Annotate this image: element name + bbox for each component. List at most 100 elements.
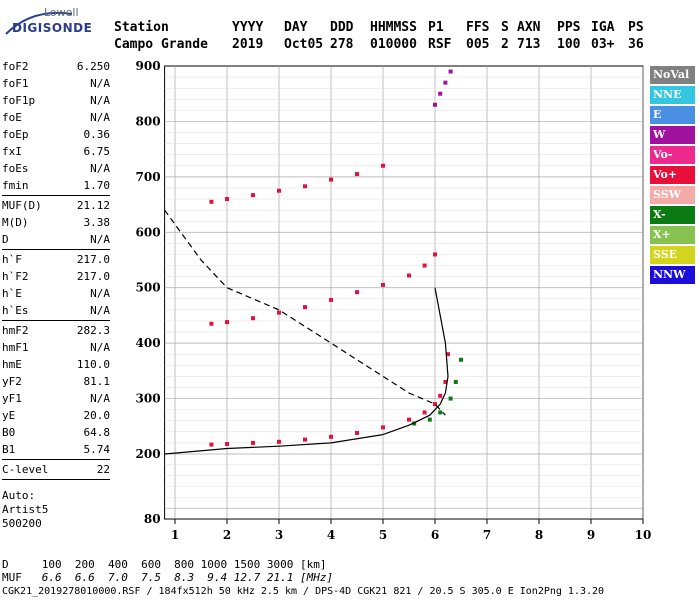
parameter-panel: foF2 6.250 foF1 N/A foF1p N/A foE N/A foEp 0.36 fx… — [2, 58, 110, 531]
y-tick-label: 900 — [136, 59, 161, 73]
param-row: h`E N/A — [2, 285, 110, 302]
param-group-3: h`F 217.0 h`F2 217.0 h`E N/A h`Es N/A — [2, 251, 110, 319]
param-name: foF1 — [2, 77, 29, 90]
distance-row: D 100 200 400 600 800 1000 1500 3000 [km… — [2, 558, 327, 571]
param-row: hmE 110.0 — [2, 356, 110, 373]
second-hop-point — [433, 252, 437, 257]
f2-trace-point — [381, 425, 385, 430]
third-hop-point — [329, 177, 333, 182]
param-value: 5.74 — [83, 443, 111, 456]
param-name: foEp — [2, 128, 29, 141]
divider — [2, 459, 110, 460]
f2-trace-point — [251, 440, 255, 445]
profile-dashed-line — [164, 209, 446, 416]
param-name: M(D) — [2, 216, 29, 229]
param-row: foE N/A — [2, 109, 110, 126]
f2-trace-point — [225, 442, 229, 447]
param-row: D N/A — [2, 231, 110, 248]
header-value: 278 — [330, 37, 354, 52]
param-row: yF2 81.1 — [2, 373, 110, 390]
param-row: foEp 0.36 — [2, 126, 110, 143]
param-name: hmF2 — [2, 324, 29, 337]
param-name: fxI — [2, 145, 22, 158]
param-row: hmF2 282.3 — [2, 322, 110, 339]
y-tick-label: 500 — [136, 281, 161, 295]
f2-trace-point — [303, 437, 307, 442]
legend: NoVal NNE E W Vo- Vo+ SSW X- X+ SSE NNW — [650, 66, 695, 286]
param-name: hmF1 — [2, 341, 29, 354]
f2-trace-point — [443, 379, 448, 384]
legend-item: X- — [650, 206, 695, 224]
param-name: D — [2, 233, 9, 246]
header-value: Campo Grande — [114, 37, 208, 52]
legend-item: Vo+ — [650, 166, 695, 184]
param-group-2: MUF(D) 21.12 M(D) 3.38 D N/A — [2, 197, 110, 248]
x-tick-label: 7 — [483, 528, 491, 542]
f2-trace-point — [446, 352, 450, 357]
legend-item: SSE — [650, 246, 695, 264]
header-label: AXN — [517, 20, 541, 35]
param-value: N/A — [90, 94, 110, 107]
param-row: yF1 N/A — [2, 390, 110, 407]
header-label: PS — [628, 20, 644, 35]
x-trace-point — [438, 410, 443, 415]
param-row: h`Es N/A — [2, 302, 110, 319]
f2-trace-point — [407, 417, 411, 422]
header-label: HHMMSS — [370, 20, 417, 35]
param-value: 0.36 — [83, 128, 111, 141]
param-value: 64.8 — [83, 426, 111, 439]
top-echo-point — [433, 102, 437, 107]
x-tick-label: 4 — [327, 528, 335, 542]
legend-item: W — [650, 126, 695, 144]
divider — [2, 195, 110, 196]
f2-trace-point — [355, 430, 359, 435]
y-tick-label: 400 — [136, 336, 161, 350]
header-value: RSF — [428, 37, 452, 52]
top-echo-point — [438, 91, 443, 96]
auto-scaling-info: Auto: Artist5 500200 — [2, 489, 110, 531]
y-tick-label: 600 — [136, 225, 161, 239]
param-value: 22 — [96, 463, 110, 476]
x-tick-label: 5 — [379, 528, 387, 542]
param-value: N/A — [90, 111, 110, 124]
header-label: DDD — [330, 20, 354, 35]
param-value: N/A — [90, 162, 110, 175]
top-echo-point — [448, 69, 453, 74]
y-tick-label: 700 — [136, 170, 161, 184]
muf-values: 6.6 6.6 7.0 7.5 8.3 9.4 12.7 21.1 [MHz] — [21, 571, 334, 584]
x-tick-label: 9 — [587, 528, 595, 542]
second-hop-point — [407, 273, 411, 278]
param-name: yF1 — [2, 392, 22, 405]
second-hop-point — [355, 290, 359, 295]
param-row: foF1p N/A — [2, 92, 110, 109]
x-tick-label: 8 — [535, 528, 543, 542]
param-row: foEs N/A — [2, 160, 110, 177]
param-value: N/A — [90, 341, 110, 354]
y-tick-label: 300 — [136, 392, 161, 406]
auto-line: Artist5 — [2, 503, 49, 516]
legend-item: NoVal — [650, 66, 695, 84]
legend-item: E — [650, 106, 695, 124]
divider — [2, 249, 110, 250]
second-hop-point — [329, 297, 333, 302]
header-value: Oct05 — [284, 37, 324, 52]
param-value: N/A — [90, 392, 110, 405]
third-hop-point — [251, 193, 255, 198]
plot-frame — [164, 65, 644, 520]
x-tick-label: 6 — [431, 528, 439, 542]
profile-solid-line — [164, 287, 449, 455]
file-info-footer: CGK21_2019278010000.RSF / 184fx512h 50 k… — [2, 586, 605, 597]
param-name: yF2 — [2, 375, 22, 388]
param-value: 217.0 — [76, 270, 110, 283]
header-value: 010000 — [370, 37, 417, 52]
legend-item: NNW — [650, 266, 695, 284]
param-name: B1 — [2, 443, 16, 456]
header-value: 03+ — [591, 37, 615, 52]
param-value: N/A — [90, 287, 110, 300]
param-name: h`Es — [2, 304, 29, 317]
second-hop-point — [277, 310, 281, 315]
second-hop-point — [422, 263, 427, 268]
param-row: hmF1 N/A — [2, 339, 110, 356]
third-hop-point — [225, 197, 229, 202]
third-hop-point — [209, 199, 214, 204]
